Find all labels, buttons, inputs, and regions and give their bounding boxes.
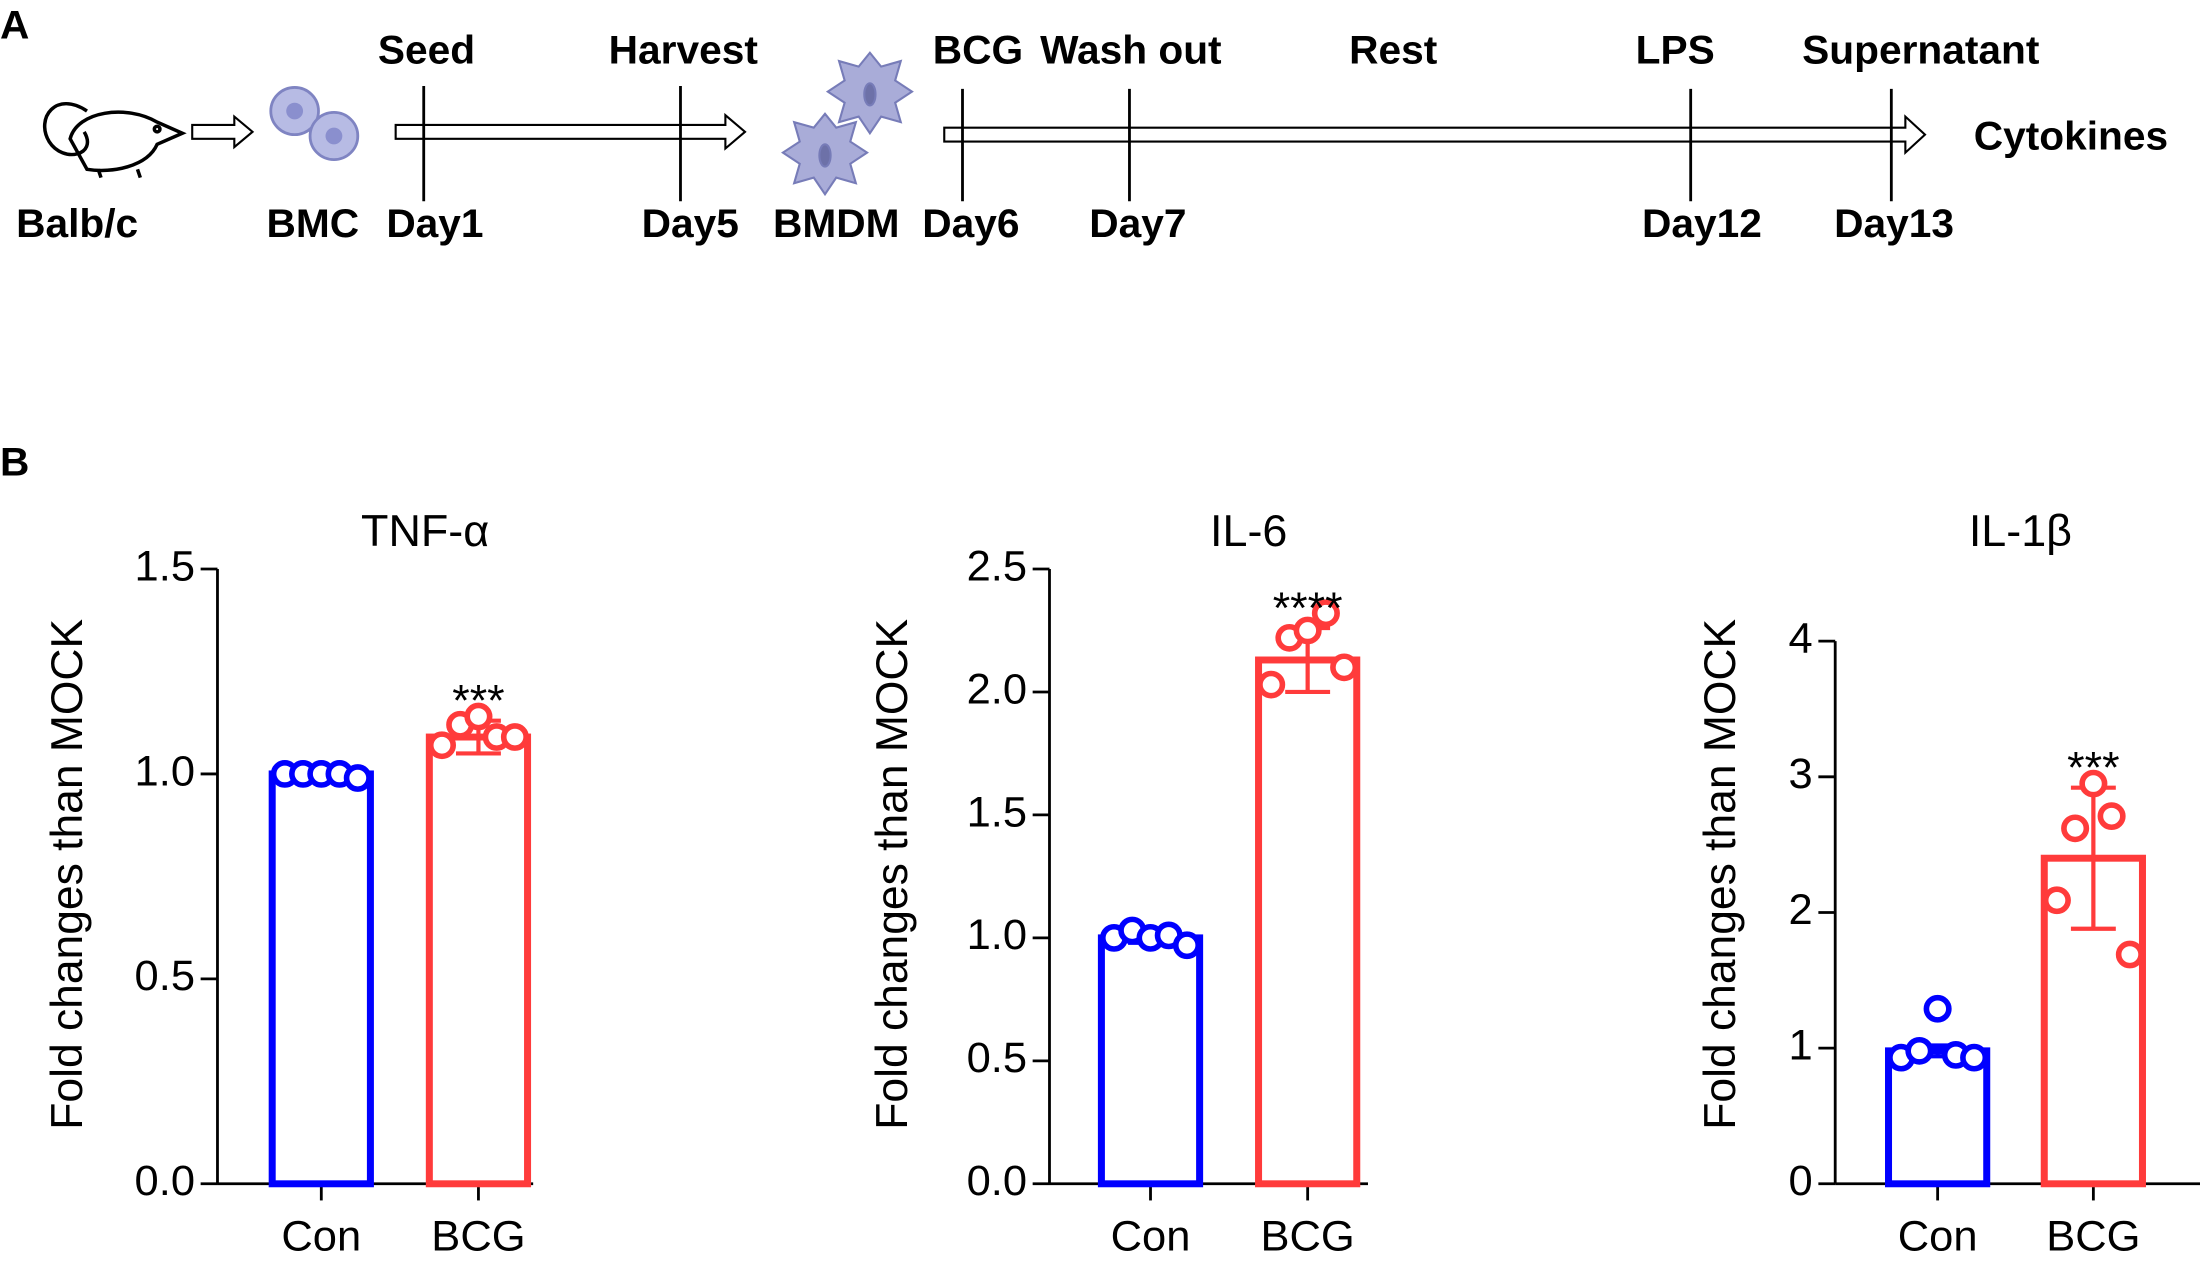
y-tick-label: 2.0 bbox=[967, 666, 1027, 714]
step-label: LPS bbox=[1636, 27, 1715, 73]
panel-label: B bbox=[0, 439, 29, 485]
y-tick-label: 2.5 bbox=[967, 543, 1027, 591]
data-point bbox=[1293, 616, 1322, 645]
y-tick-label: 4 bbox=[1789, 615, 1813, 663]
y-tick-label: 0 bbox=[1789, 1157, 1813, 1205]
chart-title: TNF-α bbox=[361, 507, 489, 556]
data-point bbox=[1923, 994, 1952, 1023]
y-tick-label: 0.0 bbox=[135, 1157, 195, 1205]
arrow bbox=[191, 114, 255, 150]
data-point bbox=[500, 723, 529, 751]
step-label: BCG bbox=[933, 27, 1023, 73]
data-point bbox=[2097, 802, 2126, 831]
y-tick-label: 1.5 bbox=[967, 788, 1027, 836]
y-tick-label: 2 bbox=[1789, 886, 1813, 934]
data-point bbox=[2042, 886, 2071, 915]
day-label: Day7 bbox=[1089, 200, 1186, 246]
data-point bbox=[464, 702, 493, 731]
panel-label: A bbox=[0, 2, 29, 48]
data-point bbox=[1960, 1043, 1989, 1072]
y-tick-label: 1 bbox=[1789, 1022, 1813, 1070]
day-label: Day6 bbox=[922, 200, 1019, 246]
day-label: Day1 bbox=[386, 200, 483, 246]
data-point bbox=[427, 731, 456, 760]
y-tick-label: 1.5 bbox=[135, 543, 195, 591]
step-label: Rest bbox=[1349, 27, 1437, 73]
data-point bbox=[2115, 940, 2144, 969]
chart-title: IL-6 bbox=[1210, 507, 1287, 556]
day-label: BMC bbox=[267, 200, 360, 246]
bar bbox=[268, 770, 374, 1188]
mouse-icon bbox=[42, 102, 187, 179]
data-point bbox=[343, 764, 372, 792]
significance: **** bbox=[1273, 584, 1343, 633]
data-point bbox=[1330, 653, 1359, 682]
bar bbox=[1097, 934, 1204, 1188]
significance: *** bbox=[452, 677, 504, 726]
day-label: Day12 bbox=[1642, 200, 1762, 246]
chart-title: IL-1β bbox=[1969, 507, 2072, 556]
day-label: Day5 bbox=[642, 200, 739, 246]
day-label: Balb/c bbox=[16, 200, 138, 246]
step-label: Seed bbox=[378, 27, 475, 73]
data-point bbox=[1905, 1036, 1934, 1065]
y-axis-label: Fold changes than MOCK bbox=[1696, 619, 1745, 1130]
y-tick-label: 0.5 bbox=[967, 1034, 1027, 1082]
data-point bbox=[1311, 599, 1340, 628]
step-label: Wash out bbox=[1040, 27, 1222, 73]
y-tick-label: 0.0 bbox=[967, 1157, 1027, 1205]
output-label: Cytokines bbox=[1974, 113, 2168, 159]
step-label: Harvest bbox=[609, 27, 758, 73]
x-tick-label: Con bbox=[281, 1213, 361, 1261]
y-axis-label: Fold changes than MOCK bbox=[43, 619, 92, 1130]
significance: *** bbox=[2067, 744, 2119, 793]
bar bbox=[1885, 1047, 1991, 1188]
data-point bbox=[1257, 670, 1286, 699]
bar bbox=[1255, 656, 1361, 1188]
x-tick-label: BCG bbox=[431, 1213, 525, 1261]
time-markers bbox=[422, 86, 1893, 202]
y-tick-label: 1.0 bbox=[135, 747, 195, 795]
data-point bbox=[2079, 769, 2108, 798]
x-tick-label: Con bbox=[1111, 1213, 1191, 1261]
data-point bbox=[2061, 814, 2090, 843]
arrow bbox=[394, 112, 747, 151]
y-axis-label: Fold changes than MOCK bbox=[868, 619, 917, 1130]
timeline-diagram: A Cytokines bbox=[0, 2, 2168, 202]
x-tick-label: BCG bbox=[2046, 1213, 2140, 1261]
x-tick-label: BCG bbox=[1261, 1213, 1355, 1261]
day-label: Day13 bbox=[1834, 200, 1954, 246]
y-tick-label: 3 bbox=[1789, 750, 1813, 798]
x-tick-label: Con bbox=[1898, 1213, 1978, 1261]
arrow bbox=[943, 114, 1927, 156]
y-tick-label: 0.5 bbox=[135, 952, 195, 1000]
y-tick-label: 1.0 bbox=[967, 911, 1027, 959]
data-point bbox=[1172, 931, 1202, 960]
step-label: Supernatant bbox=[1802, 27, 2039, 73]
bar bbox=[425, 733, 532, 1188]
cells-icon bbox=[269, 86, 360, 161]
macrophage-icon bbox=[781, 51, 914, 197]
day-label: BMDM bbox=[773, 200, 900, 246]
